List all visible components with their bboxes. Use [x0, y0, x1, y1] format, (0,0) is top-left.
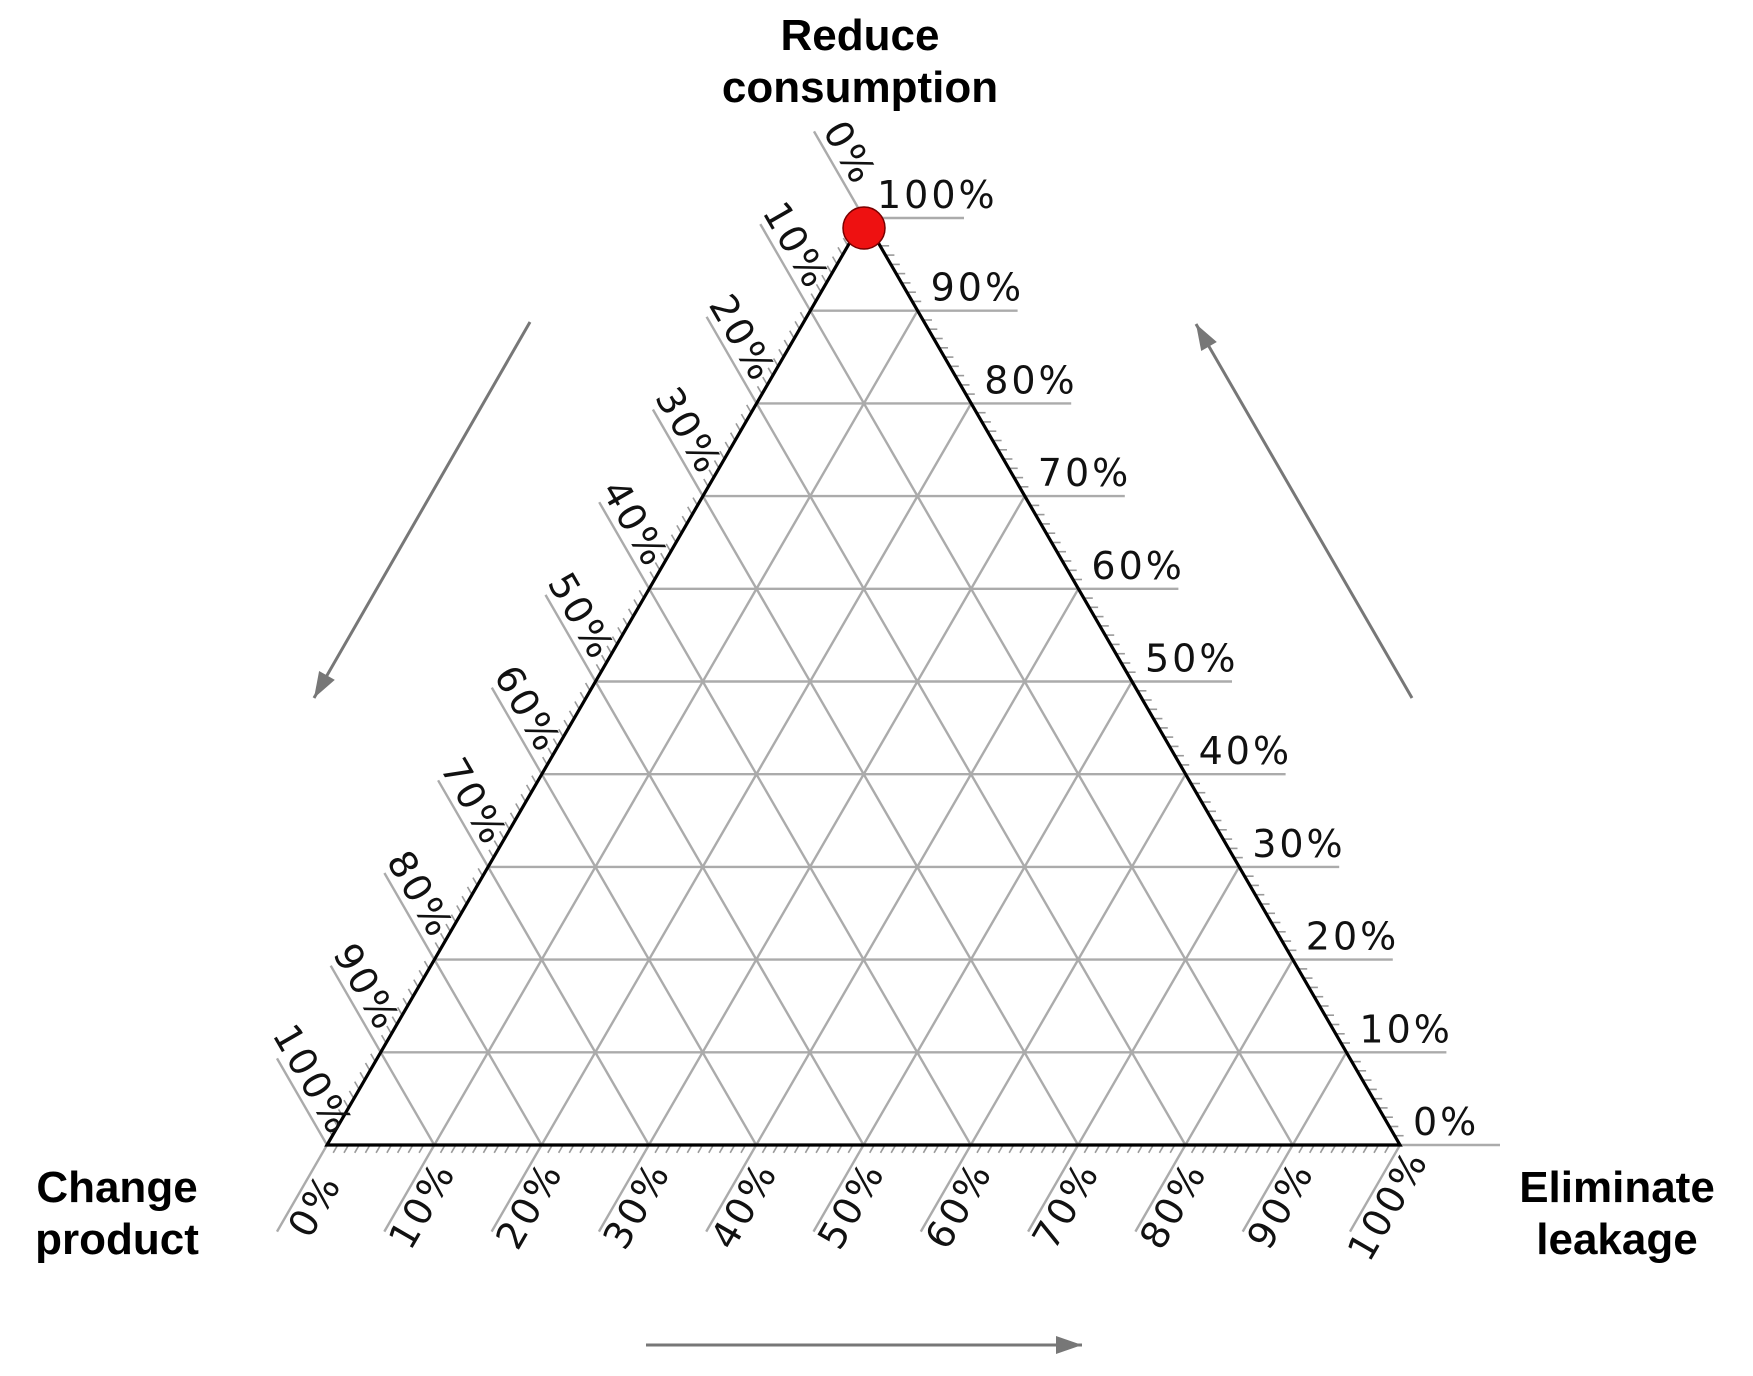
vertex-label-change-product-line: Change [36, 1163, 197, 1212]
axis-tick-lines [275, 130, 1500, 1233]
tick-line-eliminate-leakage [705, 1144, 758, 1233]
tick-label-reduce-consumption: 90% [931, 266, 1024, 310]
tick-label-change-product: 20% [700, 287, 785, 390]
arrow-reduce-consumption-head [1196, 324, 1217, 351]
grid-line-eliminate-leakage [1291, 1051, 1348, 1146]
data-point [842, 206, 886, 250]
tick-label-reduce-consumption: 60% [1091, 544, 1184, 588]
tick-label-reduce-consumption: 30% [1252, 822, 1345, 866]
tick-line-change-product [329, 965, 382, 1053]
tick-line-eliminate-leakage [1027, 1144, 1080, 1233]
vertex-label-reduce-consumption-line: Reduce [781, 11, 940, 60]
tick-label-change-product: 0% [814, 113, 885, 192]
grid-line-eliminate-leakage [647, 495, 1026, 1146]
tick-label-eliminate-leakage: 50% [809, 1154, 894, 1257]
tick-line-eliminate-leakage [1134, 1144, 1187, 1233]
vertex-label-eliminate-leakage: Eliminate leakage [1519, 1163, 1715, 1264]
tick-line-eliminate-leakage [275, 1144, 329, 1233]
tick-label-eliminate-leakage: 40% [702, 1154, 787, 1257]
tick-label-reduce-consumption: 70% [1038, 451, 1131, 495]
tick-label-change-product: 50% [539, 565, 624, 668]
tick-label-eliminate-leakage: 0% [279, 1165, 350, 1244]
tick-line-change-product [544, 594, 597, 683]
grid-line-change-product [594, 680, 865, 1146]
grid-line-change-product [809, 310, 1294, 1146]
tick-label-eliminate-leakage: 80% [1131, 1154, 1216, 1257]
tick-label-eliminate-leakage: 20% [487, 1154, 572, 1257]
tick-label-change-product: 10% [754, 194, 839, 297]
tick-line-change-product [275, 1057, 329, 1146]
tick-line-change-product [812, 130, 866, 219]
arrow-change-product [312, 321, 532, 699]
tick-line-eliminate-leakage [1241, 1144, 1294, 1233]
tick-line-change-product [759, 223, 812, 312]
tick-label-reduce-consumption: 0% [1413, 1100, 1479, 1144]
tick-label-reduce-consumption: 100% [877, 173, 998, 217]
tick-line-eliminate-leakage [490, 1144, 543, 1233]
grid-line-eliminate-leakage [1184, 958, 1294, 1146]
tick-label-change-product: 80% [378, 843, 463, 946]
tick-label-eliminate-leakage: 100% [1339, 1142, 1437, 1268]
grid-line-eliminate-leakage [1077, 866, 1241, 1146]
tick-label-reduce-consumption: 20% [1306, 915, 1399, 959]
tick-label-change-product: 100% [264, 1017, 362, 1143]
arrow-change-product-head [314, 671, 335, 698]
tick-line-change-product [490, 686, 543, 775]
vertex-label-reduce-consumption-line: consumption [722, 63, 998, 112]
tick-label-change-product: 40% [593, 472, 678, 575]
tick-label-reduce-consumption: 40% [1199, 729, 1292, 773]
tick-label-reduce-consumption: 50% [1145, 637, 1238, 681]
triangle-frame [324, 214, 1403, 1147]
data-points [842, 206, 886, 250]
arrow-eliminate-leakage-head [1056, 1336, 1082, 1354]
grid-line-eliminate-leakage [862, 680, 1134, 1146]
tick-label-eliminate-leakage: 30% [594, 1154, 679, 1257]
tick-line-eliminate-leakage [812, 1144, 865, 1233]
direction-arrows [312, 321, 1414, 1354]
grid-line-eliminate-leakage [969, 773, 1187, 1146]
grid-line-change-product [701, 495, 1080, 1146]
tick-label-change-product: 30% [646, 380, 731, 483]
grid-line-change-product [433, 958, 543, 1146]
grid-lines [379, 309, 1348, 1146]
tick-label-change-product: 70% [432, 750, 517, 853]
tick-label-eliminate-leakage: 90% [1238, 1154, 1323, 1257]
tick-line-change-product [383, 872, 436, 961]
tick-labels: 0%10%20%30%40%50%60%70%80%90%100%0%10%20… [264, 113, 1479, 1268]
tick-label-eliminate-leakage: 60% [916, 1154, 1001, 1257]
tick-label-eliminate-leakage: 10% [380, 1154, 465, 1257]
tick-line-eliminate-leakage [919, 1144, 972, 1233]
tick-label-reduce-consumption: 80% [984, 358, 1077, 402]
vertex-label-eliminate-leakage-line: leakage [1536, 1215, 1697, 1264]
tick-line-eliminate-leakage [1348, 1144, 1402, 1233]
tick-line-eliminate-leakage [597, 1144, 650, 1233]
grid-line-change-product [379, 1051, 436, 1146]
tick-line-eliminate-leakage [383, 1144, 436, 1233]
tick-line-change-product [651, 408, 704, 497]
vertex-label-reduce-consumption: Reduce consumption [722, 11, 998, 112]
tick-label-change-product: 60% [485, 658, 570, 761]
tick-label-eliminate-leakage: 70% [1024, 1154, 1109, 1257]
vertex-labels: Reduce consumption Change product Eliminate l… [35, 11, 1715, 1264]
vertex-label-change-product-line: product [35, 1215, 199, 1264]
grid-line-change-product [540, 773, 758, 1146]
vertex-label-change-product: Change product [35, 1163, 199, 1264]
tick-line-change-product [437, 779, 490, 868]
tick-label-change-product: 90% [324, 936, 409, 1039]
arrow-reduce-consumption [1194, 323, 1414, 699]
tick-line-change-product [598, 501, 651, 590]
tick-line-change-product [705, 316, 758, 405]
triangle-outline [324, 214, 1403, 1147]
vertex-label-eliminate-leakage-line: Eliminate [1519, 1163, 1715, 1212]
tick-label-reduce-consumption: 10% [1359, 1007, 1452, 1051]
grid-line-change-product [487, 866, 650, 1146]
grid-line-eliminate-leakage [433, 310, 919, 1146]
